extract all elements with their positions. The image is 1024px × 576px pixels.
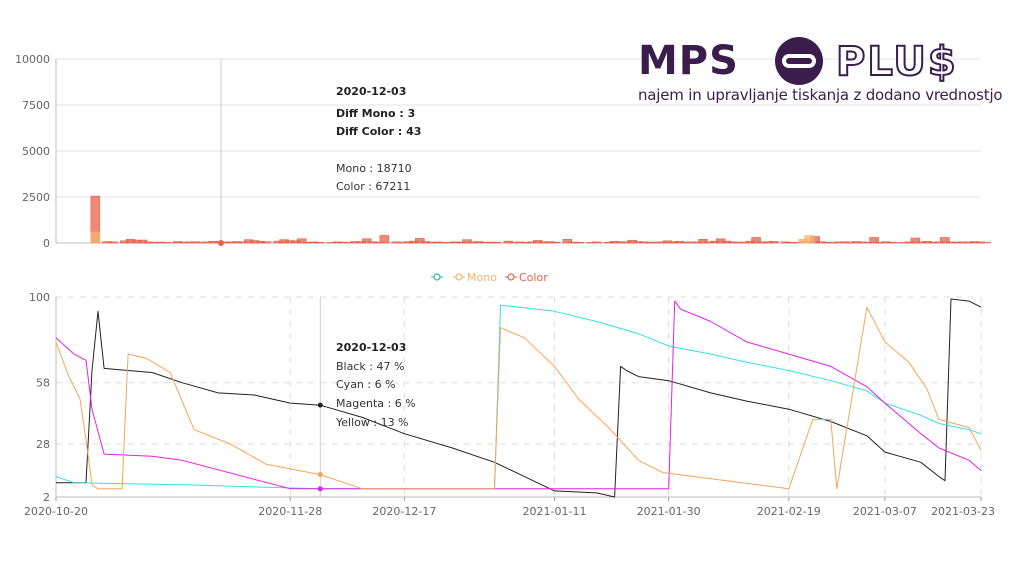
bar-color — [108, 241, 118, 244]
bar-color — [379, 235, 390, 244]
bar-color — [314, 241, 325, 244]
top-marker — [218, 240, 224, 246]
marker-yellow — [317, 472, 323, 478]
logo-plus-text: PLU$ — [836, 39, 958, 85]
bar-color — [698, 239, 708, 244]
bottom-y-tick-label: 2 — [43, 491, 50, 504]
bottom-tooltip-date: 2020-12-03 — [336, 341, 406, 354]
top-y-tick-label: 2500 — [22, 191, 50, 204]
marker-magenta — [317, 486, 323, 492]
bottom-x-tick-label: 2020-10-20 — [24, 505, 88, 518]
top-y-tick-label: 7500 — [22, 99, 50, 112]
bar-color — [491, 241, 502, 244]
line-magenta — [55, 300, 982, 490]
legend-symbol — [507, 273, 515, 281]
bottom-x-tick-label: 2021-03-23 — [931, 505, 995, 518]
bar-color — [591, 241, 602, 244]
bar-color — [562, 239, 573, 244]
bottom-x-tick-label: 2021-02-19 — [757, 505, 821, 518]
bar-mono — [804, 235, 815, 244]
bottom-tooltip-yellow: Yellow : 13 % — [335, 416, 409, 429]
legend-symbol — [455, 273, 463, 281]
legend-symbol — [433, 273, 441, 281]
bar-color — [910, 237, 921, 244]
bottom-x-tick-label: 2021-01-30 — [637, 505, 701, 518]
bar-color — [361, 238, 372, 244]
legend-label: Color — [519, 271, 548, 284]
logo-tagline: najem in upravljanje tiskanja z dodano v… — [638, 86, 1003, 104]
bottom-x-tick-label: 2021-01-11 — [523, 505, 587, 518]
bar-color — [462, 239, 472, 244]
top-tooltip-diff-color: Diff Color : 43 — [336, 125, 421, 138]
line-cyan — [55, 304, 982, 490]
bottom-x-tick-label: 2021-03-07 — [853, 505, 917, 518]
bottom-tooltip-cyan: Cyan : 6 % — [336, 378, 396, 391]
bottom-x-tick-label: 2020-12-17 — [372, 505, 436, 518]
bar-color — [296, 238, 307, 244]
bar-color — [503, 240, 514, 244]
mps-plus-logo: MPS PLU$ — [638, 37, 958, 86]
bar-color — [981, 242, 992, 244]
bar-color — [261, 241, 272, 244]
bar-color — [869, 237, 879, 244]
top-tooltip-mono: Mono : 18710 — [336, 162, 412, 175]
top-tooltip-diff-mono: Diff Mono : 3 — [336, 107, 415, 120]
bottom-tooltip-black: Black : 47 % — [336, 360, 404, 373]
bottom-y-tick-label: 28 — [36, 438, 50, 451]
bar-color — [574, 241, 584, 244]
logo-mps-text: MPS — [638, 38, 739, 84]
bar-color — [940, 237, 950, 244]
top-y-tick-label: 5000 — [22, 145, 50, 158]
bar-color — [550, 241, 561, 244]
bar-color — [768, 241, 779, 244]
top-y-tick-label: 0 — [43, 237, 50, 250]
top-tooltip-color: Color : 67211 — [336, 180, 410, 193]
bottom-y-tick-label: 100 — [29, 291, 50, 304]
bar-color — [414, 238, 425, 244]
bottom-tooltip-magenta: Magenta : 6 % — [336, 397, 416, 410]
bottom-x-tick-label: 2020-11-28 — [258, 505, 322, 518]
line-yellow — [55, 306, 982, 490]
bar-color — [751, 237, 761, 244]
marker-black — [317, 402, 323, 408]
bottom-y-tick-label: 58 — [36, 377, 50, 390]
legend-label: Mono — [467, 271, 497, 284]
top-tooltip-date: 2020-12-03 — [336, 85, 406, 98]
bar-mono — [90, 231, 101, 244]
top-y-tick-label: 10000 — [15, 53, 50, 66]
bar-color — [137, 239, 148, 244]
line-black — [56, 298, 982, 498]
